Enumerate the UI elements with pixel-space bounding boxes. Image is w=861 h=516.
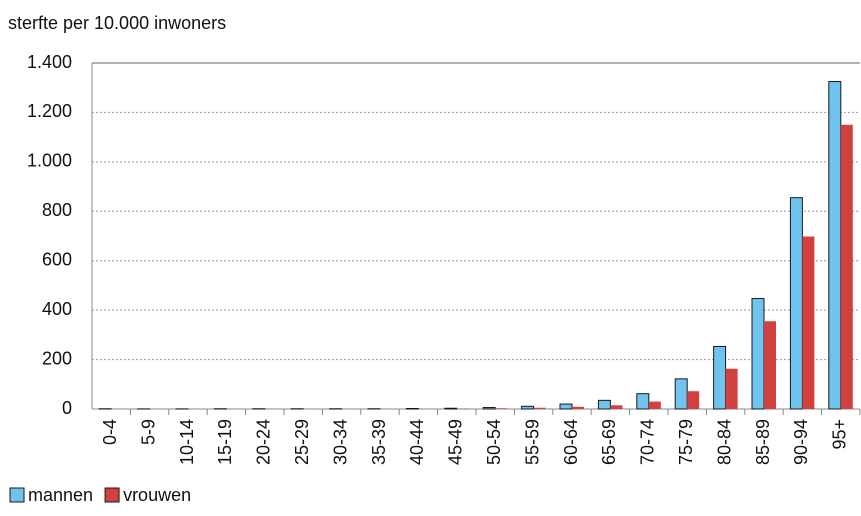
legend-swatch bbox=[9, 487, 25, 503]
x-tick-label: 0-4 bbox=[100, 419, 120, 445]
x-tick-label: 60-64 bbox=[561, 419, 581, 465]
bar bbox=[572, 406, 584, 409]
x-tick-label: 40-44 bbox=[407, 419, 427, 465]
x-tick-label: 5-9 bbox=[138, 419, 158, 445]
bar bbox=[789, 197, 803, 410]
legend-label: vrouwen bbox=[123, 485, 191, 505]
bar bbox=[713, 345, 727, 410]
bar bbox=[610, 405, 623, 409]
legend-label: mannen bbox=[28, 485, 93, 505]
bar bbox=[828, 81, 842, 410]
y-tick-label: 400 bbox=[42, 299, 72, 319]
x-tick-label: 75-79 bbox=[676, 419, 696, 465]
x-tick-label: 20-24 bbox=[254, 419, 274, 465]
x-tick-label: 35-39 bbox=[369, 419, 389, 465]
y-tick-label: 200 bbox=[42, 348, 72, 368]
y-tick-label: 1.400 bbox=[27, 52, 72, 72]
y-tick-label: 800 bbox=[42, 200, 72, 220]
x-tick-label: 15-19 bbox=[215, 419, 235, 465]
bar bbox=[648, 401, 661, 409]
x-tick-label: 45-49 bbox=[446, 419, 466, 465]
bar bbox=[802, 236, 815, 409]
x-tick-label: 65-69 bbox=[599, 419, 619, 465]
bar bbox=[482, 407, 496, 410]
y-tick-label: 1.000 bbox=[27, 151, 72, 171]
bar bbox=[840, 124, 853, 410]
bar bbox=[674, 378, 688, 410]
bar bbox=[444, 407, 458, 410]
x-tick-label: 70-74 bbox=[638, 419, 658, 465]
bar bbox=[559, 403, 573, 410]
bar bbox=[725, 368, 738, 409]
bar bbox=[597, 399, 611, 410]
bar bbox=[495, 408, 508, 409]
y-tick-label: 1.200 bbox=[27, 101, 72, 121]
x-tick-label: 50-54 bbox=[484, 419, 504, 465]
bar bbox=[687, 391, 700, 409]
bar bbox=[751, 298, 765, 410]
bar bbox=[636, 393, 650, 410]
x-tick-label: 25-29 bbox=[292, 419, 312, 465]
chart-title: sterfte per 10.000 inwoners bbox=[8, 13, 226, 33]
bar bbox=[521, 405, 535, 410]
x-tick-label: 30-34 bbox=[330, 419, 350, 465]
x-tick-label: 55-59 bbox=[522, 419, 542, 465]
y-tick-label: 600 bbox=[42, 249, 72, 269]
x-tick-label: 85-89 bbox=[753, 419, 773, 465]
x-tick-label: 95+ bbox=[830, 419, 850, 450]
bar bbox=[764, 321, 776, 409]
x-tick-label: 80-84 bbox=[714, 419, 734, 465]
x-tick-label: 10-14 bbox=[177, 419, 197, 465]
bar bbox=[533, 407, 546, 409]
x-tick-label: 90-94 bbox=[791, 419, 811, 465]
legend-swatch bbox=[104, 487, 120, 503]
y-tick-label: 0 bbox=[62, 398, 72, 418]
